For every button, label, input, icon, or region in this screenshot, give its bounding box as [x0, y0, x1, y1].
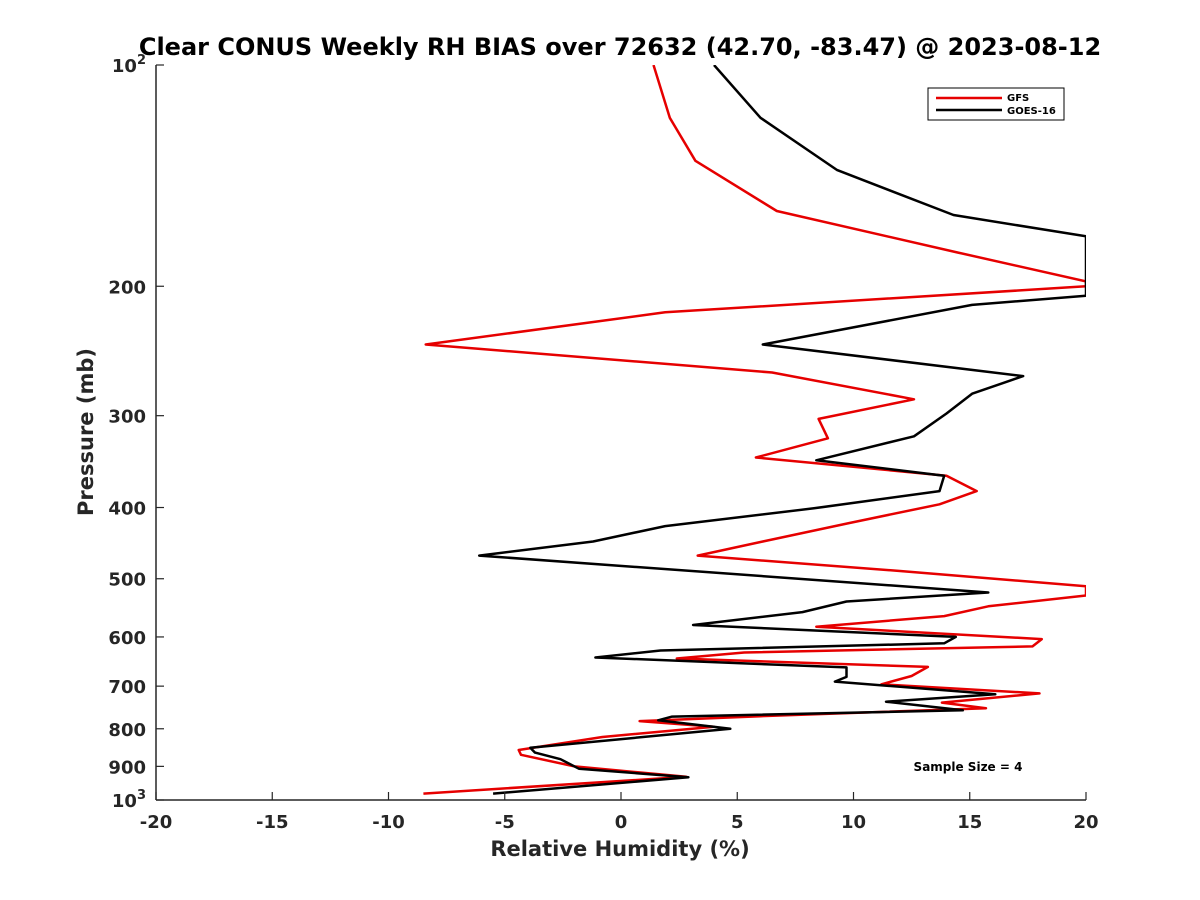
y-tick-label: 500 — [108, 570, 146, 591]
x-tick-label: -20 — [140, 812, 173, 833]
sample-size-annotation: Sample Size = 4 — [914, 760, 1023, 774]
legend: GFS GOES-16 — [927, 87, 1065, 121]
x-tick-label: 5 — [731, 812, 744, 833]
x-axis-ticks: -20 -15 -10 -5 0 5 10 15 20 — [140, 792, 1099, 833]
legend-label-gfs: GFS — [1007, 93, 1029, 104]
y-tick-label: 103 — [112, 788, 146, 812]
x-tick-label: 10 — [841, 812, 866, 833]
x-tick-label: 0 — [615, 812, 628, 833]
series-layer — [423, 65, 1086, 795]
y-tick-label: 400 — [108, 499, 146, 520]
x-axis-label: Relative Humidity (%) — [490, 837, 749, 861]
x-tick-label: -10 — [372, 812, 405, 833]
y-tick-label: 102 — [112, 53, 146, 77]
y-tick-label: 900 — [108, 757, 146, 778]
chart-title: Clear CONUS Weekly RH BIAS over 72632 (4… — [139, 33, 1101, 61]
x-tick-label: 20 — [1073, 812, 1098, 833]
y-tick-label: 200 — [108, 277, 146, 298]
y-tick-label: 800 — [108, 720, 146, 741]
y-axis-label: Pressure (mb) — [74, 348, 98, 516]
legend-label-goes16: GOES-16 — [1007, 106, 1056, 117]
y-tick-label: 600 — [108, 628, 146, 649]
legend-box — [927, 87, 1065, 121]
x-tick-label: -5 — [495, 812, 515, 833]
x-tick-label: -15 — [256, 812, 289, 833]
series-line-goes16 — [477, 65, 1086, 795]
y-tick-label: 300 — [108, 407, 146, 428]
y-tick-label: 700 — [108, 677, 146, 698]
y-axis-ticks: 102 200 300 400 500 600 700 800 900 103 — [108, 53, 164, 812]
series-line-gfs — [423, 65, 1086, 795]
x-tick-label: 15 — [957, 812, 982, 833]
plot-area: -20 -15 -10 -5 0 5 10 15 20 102 200 300 400 500 600 70… — [108, 53, 1098, 833]
